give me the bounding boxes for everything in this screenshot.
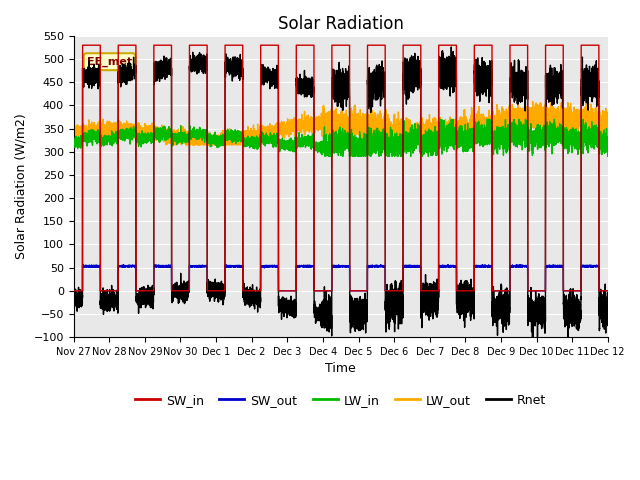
Y-axis label: Solar Radiation (W/m2): Solar Radiation (W/m2) xyxy=(15,114,28,259)
X-axis label: Time: Time xyxy=(325,362,356,375)
Title: Solar Radiation: Solar Radiation xyxy=(278,15,404,33)
Legend: SW_in, SW_out, LW_in, LW_out, Rnet: SW_in, SW_out, LW_in, LW_out, Rnet xyxy=(130,388,551,411)
Text: EE_met: EE_met xyxy=(87,57,132,67)
